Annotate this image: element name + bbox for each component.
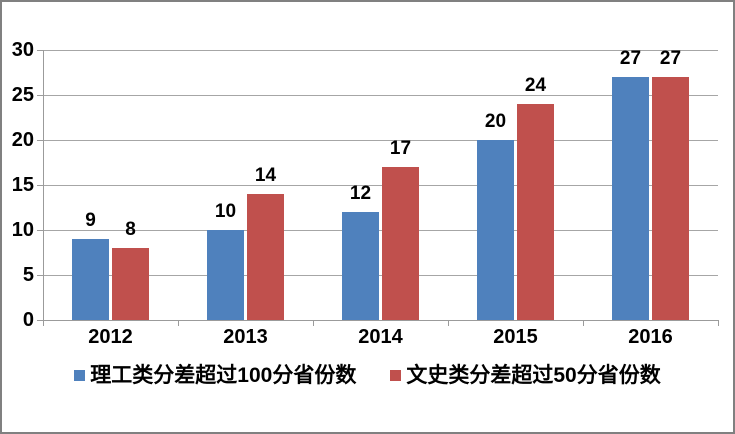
x-axis-label-2016: 2016	[628, 326, 673, 348]
bar-series1-2012	[72, 239, 109, 320]
bar-series2-2012	[112, 248, 149, 320]
bar-series1-2015	[477, 140, 514, 320]
x-tick-5	[718, 320, 719, 326]
data-label-series1-2016: 27	[619, 48, 642, 69]
data-label-series2-2013: 14	[254, 165, 277, 186]
y-axis-label-20: 20	[11, 129, 34, 151]
data-label-series2-2012: 8	[125, 219, 136, 240]
y-tick-0	[37, 320, 43, 321]
gridline-15	[43, 185, 718, 186]
gridline-20	[43, 140, 718, 141]
x-tick-4	[583, 320, 584, 326]
legend-label-science: 理工类分差超过100分省份数	[90, 364, 357, 387]
data-label-series1-2014: 12	[349, 183, 372, 204]
y-axis-label-5: 5	[22, 264, 34, 286]
y-axis-label-15: 15	[11, 174, 34, 196]
x-axis-label-2015: 2015	[493, 326, 538, 348]
bar-series2-2014	[382, 167, 419, 320]
y-tick-10	[37, 230, 43, 231]
y-tick-20	[37, 140, 43, 141]
bar-series2-2015	[517, 104, 554, 320]
data-label-series1-2015: 20	[484, 111, 507, 132]
gridline-30	[43, 50, 718, 51]
gridline-25	[43, 95, 718, 96]
y-axis-label-0: 0	[22, 309, 34, 331]
x-axis-label-2012: 2012	[88, 326, 133, 348]
x-tick-3	[448, 320, 449, 326]
y-tick-5	[37, 275, 43, 276]
x-axis-line	[43, 320, 719, 321]
x-axis-label-2014: 2014	[358, 326, 403, 348]
y-tick-15	[37, 185, 43, 186]
x-axis-label-2013: 2013	[223, 326, 268, 348]
bar-series1-2013	[207, 230, 244, 320]
chart-legend: 理工类分差超过100分省份数 文史类分差超过50分省份数	[2, 359, 733, 389]
x-tick-1	[178, 320, 179, 326]
y-tick-25	[37, 95, 43, 96]
data-label-series1-2013: 10	[214, 201, 237, 222]
legend-swatch-blue-icon	[74, 369, 86, 381]
y-tick-30	[37, 50, 43, 51]
bar-series1-2016	[612, 77, 649, 320]
bar-series1-2014	[342, 212, 379, 320]
x-tick-0	[43, 320, 44, 326]
legend-item-liberal-arts: 文史类分差超过50分省份数	[390, 359, 661, 389]
data-label-series2-2016: 27	[659, 48, 682, 69]
legend-item-science: 理工类分差超过100分省份数	[74, 359, 356, 389]
data-label-series2-2015: 24	[524, 75, 547, 96]
y-axis-line	[43, 50, 44, 320]
y-axis-label-10: 10	[11, 219, 34, 241]
legend-label-liberal-arts: 文史类分差超过50分省份数	[406, 364, 661, 387]
data-label-series2-2014: 17	[389, 138, 412, 159]
data-label-series1-2012: 9	[85, 210, 96, 231]
gridline-5	[43, 275, 718, 276]
legend-swatch-red-icon	[390, 369, 402, 381]
x-tick-2	[313, 320, 314, 326]
y-axis-label-30: 30	[11, 39, 34, 61]
y-axis-label-25: 25	[11, 84, 34, 106]
bar-series2-2013	[247, 194, 284, 320]
gridline-10	[43, 230, 718, 231]
bar-series2-2016	[652, 77, 689, 320]
